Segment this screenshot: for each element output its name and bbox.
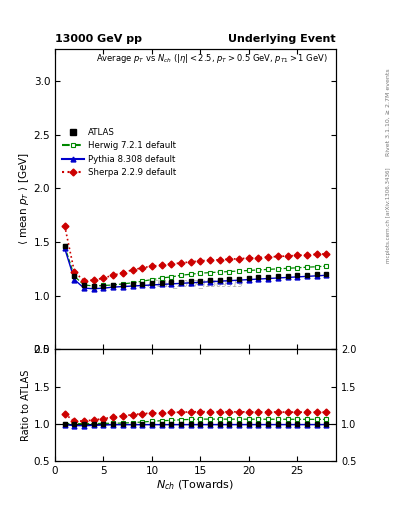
Text: Average $p_T$ vs $N_{ch}$ ($|\eta| < 2.5$, $p_T > 0.5$ GeV, $p_{T1} > 1$ GeV): Average $p_T$ vs $N_{ch}$ ($|\eta| < 2.5… <box>96 52 328 65</box>
Y-axis label: $\langle$ mean $p_T$ $\rangle$ [GeV]: $\langle$ mean $p_T$ $\rangle$ [GeV] <box>17 153 31 245</box>
Text: Underlying Event: Underlying Event <box>228 33 336 44</box>
Y-axis label: Ratio to ATLAS: Ratio to ATLAS <box>21 370 31 441</box>
Text: 13000 GeV pp: 13000 GeV pp <box>55 33 142 44</box>
Legend: ATLAS, Herwig 7.2.1 default, Pythia 8.308 default, Sherpa 2.2.9 default: ATLAS, Herwig 7.2.1 default, Pythia 8.30… <box>62 128 176 177</box>
Text: mcplots.cern.ch [arXiv:1306.3436]: mcplots.cern.ch [arXiv:1306.3436] <box>386 167 391 263</box>
Text: Rivet 3.1.10, ≥ 2.7M events: Rivet 3.1.10, ≥ 2.7M events <box>386 69 391 157</box>
X-axis label: $N_{ch}$ (Towards): $N_{ch}$ (Towards) <box>156 478 235 492</box>
Text: ATLAS_2017_I1509919: ATLAS_2017_I1509919 <box>147 279 244 288</box>
